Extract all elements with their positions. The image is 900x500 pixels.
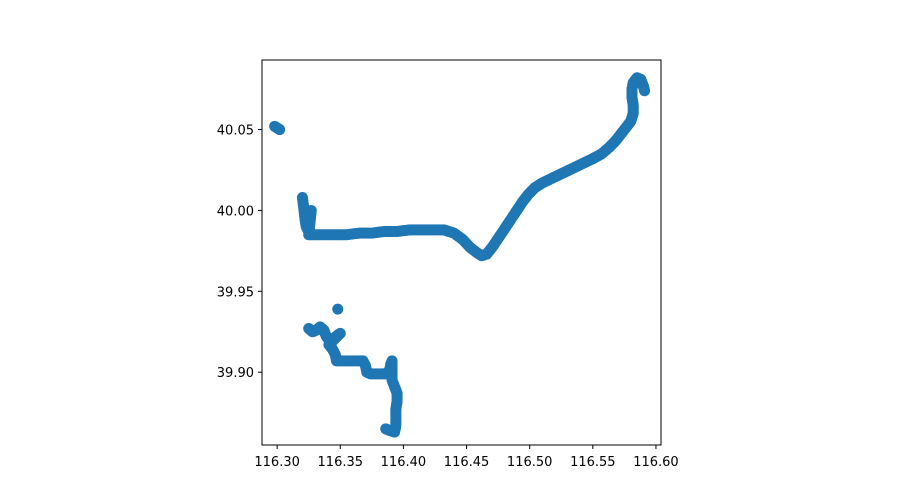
x-tick: 116.50 <box>507 445 553 470</box>
y-tick: 40.05 <box>217 124 262 139</box>
scatter-point <box>274 124 286 136</box>
x-tick: 116.35 <box>318 445 364 470</box>
y-tick-label: 39.90 <box>217 366 254 381</box>
y-tick: 40.00 <box>217 204 262 219</box>
y-tick-label: 40.05 <box>217 124 254 139</box>
x-tick-label: 116.30 <box>254 455 300 470</box>
plot-area <box>262 60 661 445</box>
scatter-points <box>269 72 651 438</box>
x-tick: 116.45 <box>444 445 490 470</box>
y-tick: 39.95 <box>217 285 262 300</box>
x-tick: 116.40 <box>381 445 427 470</box>
x-tick: 116.60 <box>633 445 679 470</box>
x-tick-label: 116.50 <box>507 455 553 470</box>
scatter-point <box>332 303 344 315</box>
x-tick-label: 116.55 <box>570 455 616 470</box>
scatter-point <box>639 85 651 97</box>
y-axis: 39.90 39.95 40.00 40.05 <box>217 124 262 381</box>
x-axis: 116.30 116.35 116.40 116.45 116.50 116.5… <box>254 445 679 470</box>
x-tick: 116.30 <box>254 445 300 470</box>
y-tick: 39.90 <box>217 366 262 381</box>
x-tick-label: 116.60 <box>633 455 679 470</box>
scatter-point <box>380 423 392 435</box>
x-tick-label: 116.45 <box>444 455 490 470</box>
x-tick-label: 116.40 <box>381 455 427 470</box>
x-tick: 116.55 <box>570 445 616 470</box>
y-tick-label: 40.00 <box>217 204 254 219</box>
y-tick-label: 39.95 <box>217 285 254 300</box>
plot-frame <box>261 59 662 446</box>
x-tick-label: 116.35 <box>318 455 364 470</box>
